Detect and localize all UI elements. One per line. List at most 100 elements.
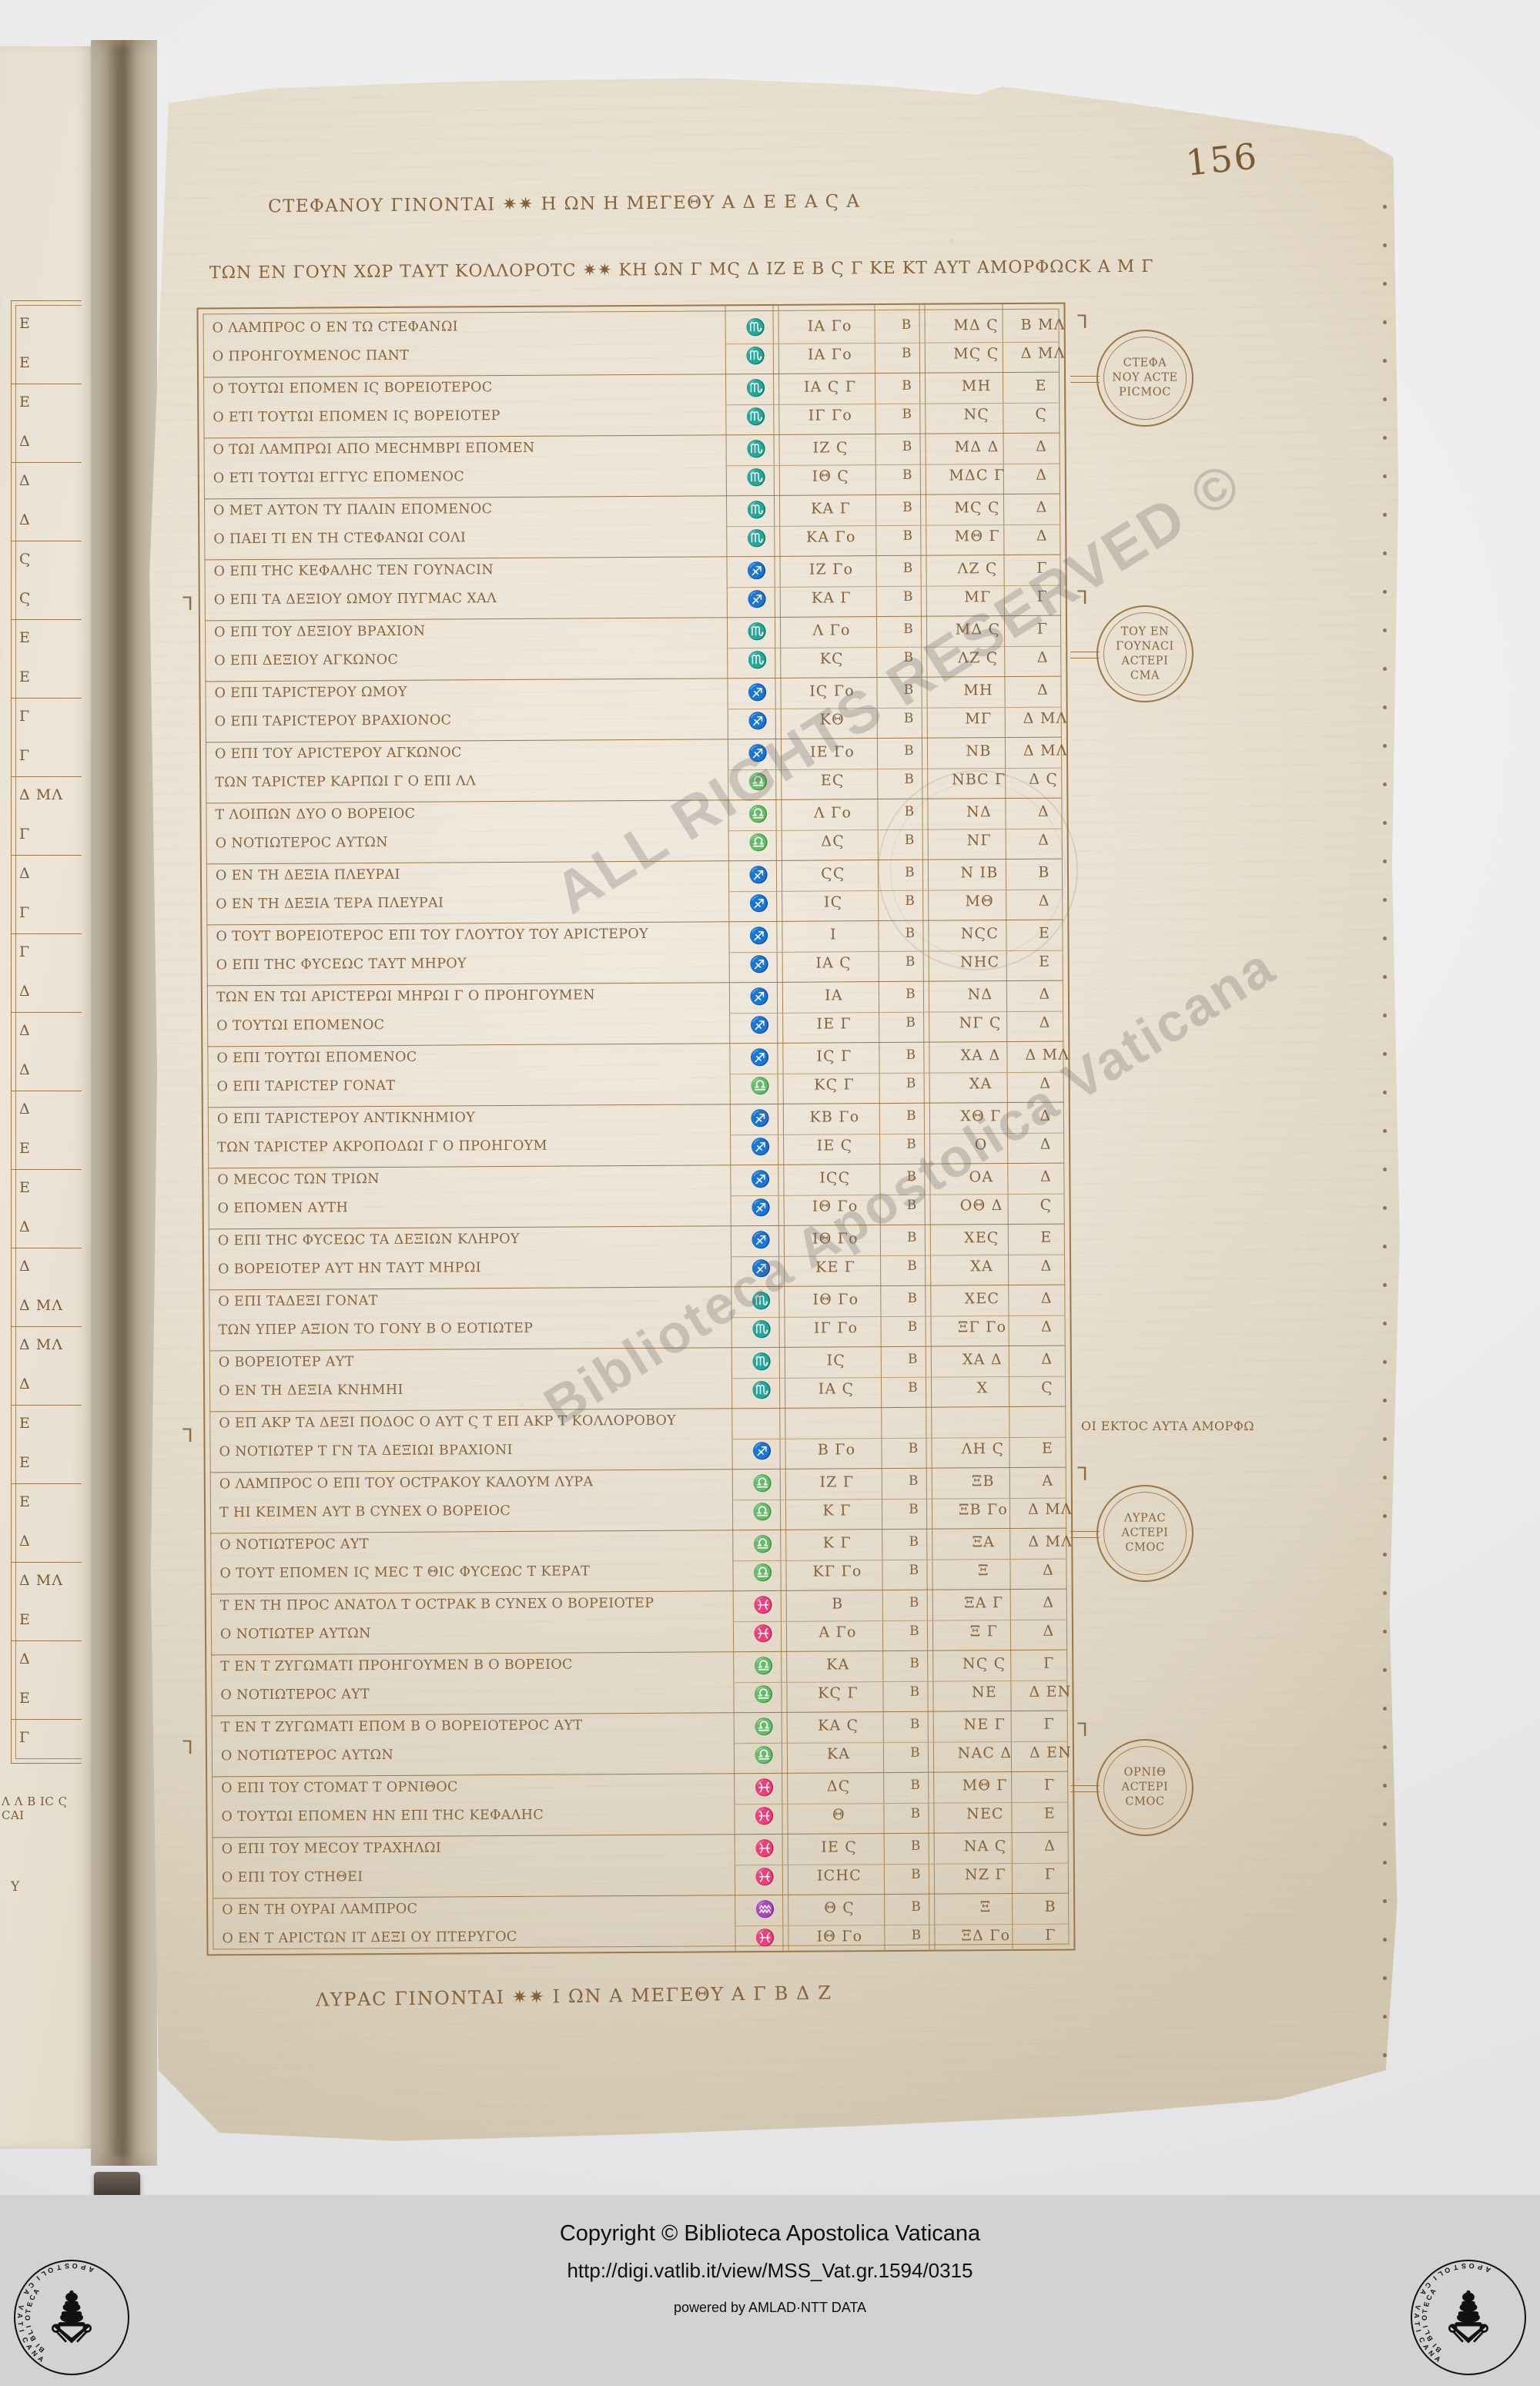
hemisphere-cell: Β	[905, 953, 916, 970]
magnitude-cell: Ε	[1039, 953, 1051, 970]
verso-magnitude-cell: Ϛ	[19, 551, 32, 568]
hemisphere-cell: Β	[905, 864, 916, 880]
hemisphere-cell: Β	[909, 1533, 920, 1550]
hemisphere-cell: Β	[909, 1594, 920, 1610]
hemisphere-cell: Β	[908, 1440, 919, 1456]
latitude-cell: ΝΒ	[966, 742, 992, 760]
hemisphere-cell: Β	[905, 893, 916, 909]
longitude-cell: ΙϚ Γ	[816, 1047, 852, 1065]
folio-number: 156	[1183, 135, 1260, 184]
star-description-cell: Ο ΤΟΥΤ ΒΟΡΕΙΟΤΕΡΟϹ ΕΠΙ ΤΟΥ ΓΛΟΥΤΟΥ ΤΟΥ Α…	[216, 926, 649, 945]
hemisphere-cell: Β	[906, 1197, 918, 1213]
latitude-cell: ΜΗ	[963, 682, 993, 699]
verso-magnitude-cell: Γ	[19, 826, 31, 843]
zodiac-sign-cell: ♎	[752, 1563, 775, 1583]
magnitude-cell: Δ	[1042, 1561, 1055, 1579]
zodiac-sign-cell: ♐	[749, 987, 771, 1007]
prick-mark	[1383, 1630, 1387, 1634]
hemisphere-cell: Β	[905, 925, 916, 941]
hemisphere-cell: Β	[909, 1623, 920, 1639]
latitude-cell: ΜΓ	[965, 710, 993, 728]
zodiac-sign-cell: ♏	[751, 1291, 773, 1311]
margin-brace-left-3: ᒣ	[182, 1737, 193, 1758]
longitude-cell: ΚΓ Γο	[812, 1563, 862, 1580]
zodiac-sign-cell: ♏	[745, 378, 767, 398]
star-description-cell: Ο ΕΤΙ ΤΟΥΤΩΙ ΕΠΟΜΕΝ ΙϚ ΒΟΡΕΙΟΤΕΡ	[213, 408, 500, 426]
star-description-cell: Ο ΤΟΥΤΩΙ ΕΠΟΜΕΝΟϹ	[216, 1017, 385, 1034]
longitude-cell: ϚϚ	[821, 865, 845, 883]
verso-magnitude-cell: Ϛ	[19, 590, 32, 607]
hemisphere-cell: Β	[902, 467, 913, 483]
zodiac-sign-cell: ♓	[753, 1624, 775, 1644]
hemisphere-cell: Β	[904, 803, 916, 819]
prick-mark	[1383, 1245, 1387, 1248]
latitude-cell: ΟΘ Δ	[959, 1197, 1003, 1215]
magnitude-cell: Α	[1042, 1472, 1054, 1490]
latitude-cell: ΟΑ	[969, 1168, 994, 1186]
footer-text-block: Copyright © Biblioteca Apostolica Vatica…	[0, 2221, 1540, 2316]
margin-brace-right-3: ᒣ	[1076, 1463, 1088, 1485]
prick-mark	[1383, 1899, 1387, 1903]
zodiac-sign-cell: ♎	[753, 1717, 775, 1737]
longitude-cell: ΙϚ	[826, 1352, 846, 1369]
magnitude-cell: Δ ΜΛ	[1025, 1046, 1070, 1064]
verso-magnitude-cell: Ε	[19, 1454, 31, 1471]
longitude-cell: ΙΓ Γο	[813, 1319, 859, 1337]
verso-magnitude-cell: Δ	[19, 1218, 31, 1235]
latitude-cell: ΝΖ Γ	[964, 1866, 1006, 1884]
latitude-cell: ΜΔ Ϛ	[955, 621, 1001, 638]
prick-mark	[1383, 436, 1387, 440]
book-gutter	[91, 40, 157, 2166]
star-description-cell: Ο ΜΕΤ ΑΥΤΟΝ ΤΥ ΠΑΛΙΝ ΕΠΟΜΕΝΟϹ	[213, 501, 493, 519]
hemisphere-cell: Β	[907, 1351, 919, 1367]
verso-magnitude-cell: Ε	[19, 1611, 31, 1628]
latitude-cell: ΜϚ Ϛ	[953, 345, 999, 363]
latitude-cell: Ξ	[979, 1898, 992, 1916]
zodiac-sign-cell: ♐	[750, 1137, 772, 1157]
verso-magnitude-cell: Δ	[19, 1650, 31, 1667]
magnitude-cell: Γ	[1043, 1715, 1055, 1733]
footer-url[interactable]: http://digi.vatlib.it/view/MSS_Vat.gr.15…	[567, 2259, 973, 2282]
magnitude-cell: Δ	[1043, 1622, 1055, 1640]
star-description-cell: Ο ΕΠΙ ΤΑΡΙϹΤΕΡΟΥ ΒΡΑΧΙΟΝΟϹ	[214, 712, 452, 730]
hemisphere-cell: Β	[902, 499, 913, 515]
prick-mark	[1383, 1707, 1387, 1711]
magnitude-cell: Β	[1044, 1898, 1056, 1915]
latitude-cell: Χ	[976, 1379, 989, 1397]
prick-mark	[1383, 1976, 1387, 1980]
prick-mark	[1383, 320, 1387, 324]
longitude-cell: ΚϚ	[819, 650, 844, 668]
star-description-cell: Ο ΕΠΙ ΔΕΞΙΟΥ ΑΓΚΩΝΟϹ	[214, 652, 399, 669]
longitude-cell: ΙΑ Γο	[807, 346, 852, 364]
latitude-cell: ΧΕϹ	[964, 1290, 1000, 1308]
prick-mark	[1383, 1206, 1387, 1210]
verso-magnitude-cell: Δ	[19, 1061, 31, 1078]
star-description-cell: Ο ΕΝ ΤΗ ΔΕΞΙΑ ΠΛΕΥΡΑΙ	[215, 866, 400, 884]
magnitude-cell: Γ	[1043, 1776, 1056, 1794]
prick-mark	[1383, 898, 1387, 902]
star-description-cell: Ο ΕΠ ΑΚΡ ΤΑ ΔΕΞΙ ΠΟΔΟϹ Ο ΑΥΤ Ϛ Τ ΕΠ ΑΚΡ …	[219, 1412, 677, 1432]
star-description-cell: Ο ΕΤΙ ΤΟΥΤΩΙ ΕΓΓΥϹ ΕΠΟΜΕΝΟϹ	[213, 469, 465, 487]
hemisphere-cell: Β	[906, 1136, 918, 1152]
latitude-cell: ΧΘ Γ	[960, 1108, 1002, 1125]
zodiac-sign-cell: ♏	[751, 1319, 773, 1339]
verso-magnitude-cell: Γ	[19, 904, 31, 921]
star-description-cell: Ο ΤΟΥΤ ΕΠΟΜΕΝ ΙϚ ΜΕϹ Τ ΘΙϹ ΦΥϹΕΩϹ Τ ΚΕΡΑ…	[219, 1563, 591, 1582]
magnitude-cell: Δ	[1040, 1107, 1052, 1124]
zodiac-sign-cell: ♐	[747, 682, 769, 702]
hemisphere-cell: Β	[909, 1684, 921, 1700]
verso-magnitude-cell: Δ	[19, 1533, 31, 1550]
latitude-cell: Ξ	[978, 1562, 989, 1580]
hemisphere-cell: Β	[906, 1108, 917, 1124]
prick-mark	[1383, 551, 1387, 555]
latitude-cell: ΞΒ Γο	[958, 1501, 1009, 1519]
zodiac-sign-cell: ♎	[752, 1534, 775, 1554]
longitude-cell: ΕϚ	[820, 772, 845, 789]
magnitude-cell: Γ	[1045, 1926, 1056, 1944]
latitude-cell: ΛΗ Ϛ	[961, 1440, 1005, 1458]
verso-magnitude-cell: Ε	[19, 354, 31, 371]
hemisphere-cell: Β	[908, 1379, 919, 1396]
latitude-cell: Ξ Γ	[969, 1623, 999, 1640]
hemisphere-cell: Β	[907, 1258, 918, 1274]
